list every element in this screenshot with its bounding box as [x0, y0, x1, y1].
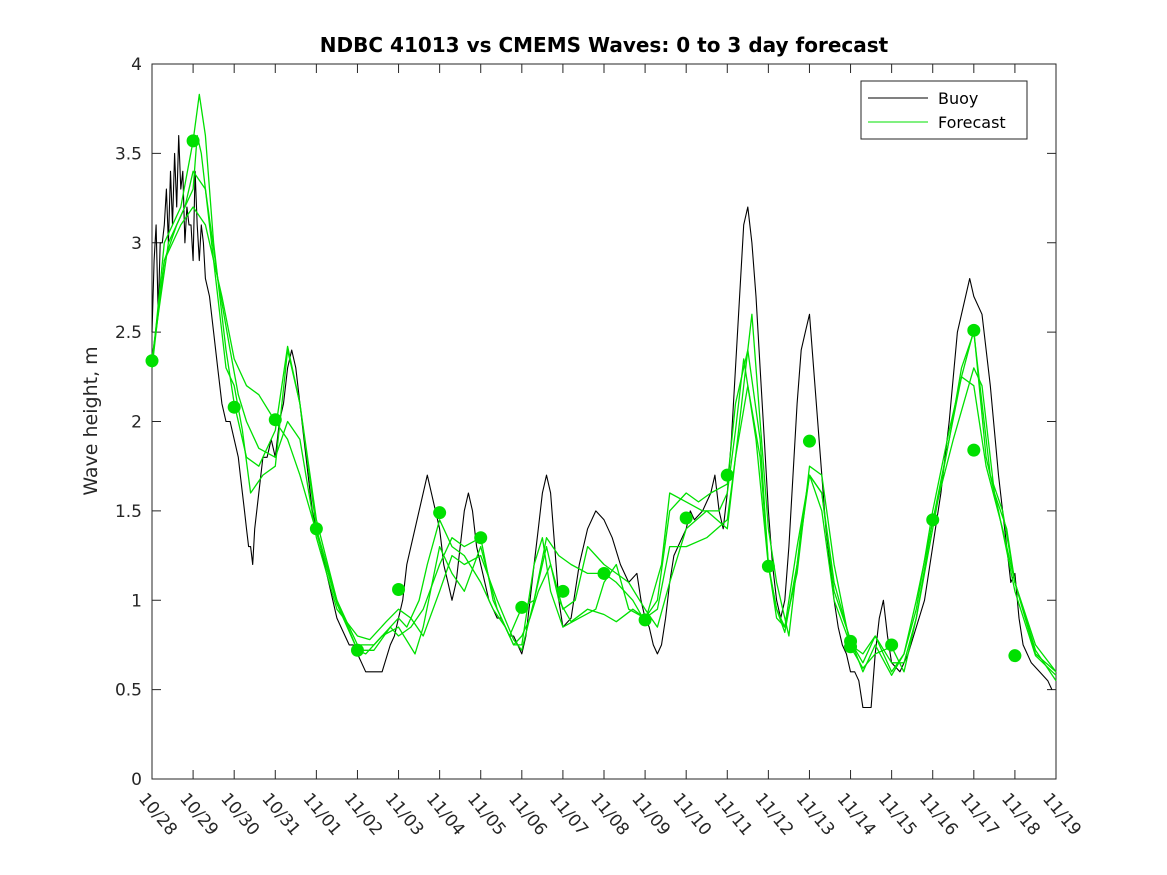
forecast-marker [515, 600, 529, 614]
forecast-marker [720, 468, 734, 482]
legend-box [860, 80, 1028, 140]
y-tick-label: 2 [131, 413, 142, 433]
forecast-marker [227, 400, 241, 414]
forecast-marker [844, 640, 858, 654]
forecast-marker [556, 584, 570, 598]
forecast-series-line-2 [151, 93, 1057, 673]
forecast-marker [1008, 649, 1022, 663]
forecast-marker [967, 323, 981, 337]
forecast-marker [186, 134, 200, 148]
plot-series [145, 93, 1057, 709]
y-tick-label: 4 [131, 55, 142, 75]
forecast-marker [145, 354, 159, 368]
legend: Buoy Forecast [860, 80, 1028, 140]
forecast-marker [638, 613, 652, 627]
y-tick-label: 1 [131, 591, 142, 611]
y-tick-label: 3 [131, 234, 142, 254]
forecast-series-line-3 [151, 170, 1057, 682]
y-tick-label: 3.5 [115, 144, 142, 164]
legend-forecast-label: Forecast [938, 113, 1006, 132]
forecast-marker [926, 513, 940, 527]
chart-title: NDBC 41013 vs CMEMS Waves: 0 to 3 day fo… [320, 33, 889, 57]
forecast-marker [392, 583, 406, 597]
forecast-marker [309, 522, 323, 536]
y-tick-label: 0 [131, 770, 142, 790]
forecast-marker [268, 413, 282, 427]
forecast-marker [433, 506, 447, 520]
y-axis: 0 0.5 1 1.5 2 2.5 3 3.5 4 [115, 55, 1056, 790]
forecast-marker [474, 531, 488, 545]
legend-buoy-label: Buoy [938, 89, 978, 108]
forecast-marker [350, 643, 364, 657]
y-tick-label: 1.5 [115, 502, 142, 522]
y-axis-label: Wave height, m [80, 346, 102, 495]
forecast-marker [597, 566, 611, 580]
forecast-marker [967, 443, 981, 457]
y-tick-label: 2.5 [115, 323, 142, 343]
y-tick-label: 0.5 [115, 681, 142, 701]
forecast-marker [761, 559, 775, 573]
forecast-marker [679, 511, 693, 525]
forecast-marker [802, 434, 816, 448]
forecast-marker [885, 638, 899, 652]
